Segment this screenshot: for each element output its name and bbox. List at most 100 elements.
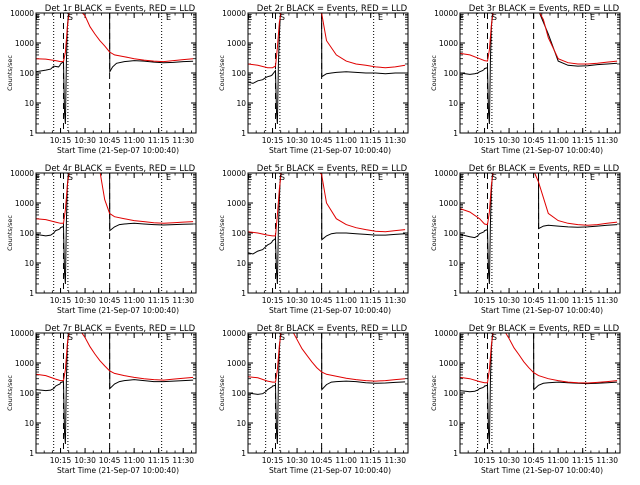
chart-title: Det 6r BLACK = Events, RED = LLD: [469, 164, 620, 174]
y-tick-label: 10000: [222, 9, 246, 18]
x-tick-label: 11:00: [335, 296, 357, 305]
y-tick-label: 10000: [10, 329, 34, 338]
event-marker-label: E: [459, 333, 464, 342]
x-tick-label: 10:30: [286, 456, 308, 465]
y-tick-label: 100: [232, 69, 247, 78]
y-ticks: 1 10 100 1000 10000: [222, 169, 408, 298]
x-ticks: 10:15 10:30 10:45 11:00 11:15 11:30: [247, 173, 406, 305]
x-tick-label: 11:30: [384, 296, 406, 305]
event-marker-label: E: [378, 333, 383, 342]
x-ticks: 10:15 10:30 10:45 11:00 11:15 11:30: [459, 13, 618, 145]
plot-frame: [35, 172, 197, 294]
event-marker-label: E: [247, 173, 252, 182]
y-tick-label: 1000: [15, 359, 34, 368]
x-tick-label: 11:00: [547, 136, 569, 145]
x-axis-label: Start Time (21-Sep-07 10:00:40): [57, 306, 179, 315]
y-axis-label: Counts/sec: [218, 55, 226, 91]
chart-title: Det 3r BLACK = Events, RED = LLD: [469, 4, 620, 14]
x-tick-label: 11:00: [547, 456, 569, 465]
y-tick-label: 10000: [434, 169, 458, 178]
chart-panel-4: Det 4r BLACK = Events, RED = LLD Counts/s…: [6, 164, 197, 315]
x-tick-label: 10:30: [286, 296, 308, 305]
y-tick-label: 1000: [439, 199, 458, 208]
x-ticks: 10:15 10:30 10:45 11:00 11:15 11:30: [247, 13, 406, 145]
event-marker-label: E: [35, 333, 40, 342]
events-series-line: [36, 173, 194, 285]
x-tick-label: 10:15: [50, 456, 72, 465]
chart-title: Det 5r BLACK = Events, RED = LLD: [257, 164, 408, 174]
lld-series-line: [460, 333, 618, 384]
lld-series-line: [36, 13, 194, 63]
chart-panel-7: Det 7r BLACK = Events, RED = LLD Counts/s…: [6, 324, 197, 475]
y-tick-label: 1: [29, 129, 34, 138]
x-tick-label: 10:45: [99, 296, 121, 305]
chart-panel-3: Det 3r BLACK = Events, RED = LLD Counts/s…: [430, 4, 621, 155]
y-tick-label: 10: [24, 259, 34, 268]
plot-frame: [459, 12, 621, 134]
y-tick-label: 100: [444, 69, 459, 78]
event-marker-label: S: [280, 173, 285, 182]
x-tick-label: 10:30: [74, 136, 96, 145]
x-tick-label: 11:30: [172, 456, 194, 465]
plot-frame: [35, 12, 197, 134]
x-ticks: 10:15 10:30 10:45 11:00 11:15 11:30: [35, 173, 194, 305]
event-marker-label: S: [68, 13, 73, 22]
y-tick-label: 100: [20, 229, 35, 238]
y-tick-label: 10: [24, 99, 34, 108]
x-tick-label: 10:15: [474, 136, 496, 145]
event-marker-label: E: [247, 13, 252, 22]
x-tick-label: 11:15: [148, 136, 170, 145]
event-marker-label: E: [590, 173, 595, 182]
y-tick-label: 10: [448, 99, 458, 108]
x-tick-label: 10:30: [286, 136, 308, 145]
plot-frame: [247, 12, 409, 134]
x-tick-label: 10:30: [74, 296, 96, 305]
chart-panel-8: Det 8r BLACK = Events, RED = LLD Counts/s…: [218, 324, 409, 475]
event-marker-label: E: [378, 13, 383, 22]
y-tick-label: 1: [241, 449, 246, 458]
events-series-line: [248, 333, 406, 445]
y-tick-label: 10000: [434, 329, 458, 338]
x-tick-label: 11:15: [148, 456, 170, 465]
events-series-line: [248, 13, 406, 125]
x-tick-label: 10:30: [498, 136, 520, 145]
event-marker-label: S: [492, 173, 497, 182]
x-tick-label: 11:00: [547, 296, 569, 305]
x-tick-label: 11:15: [360, 296, 382, 305]
plot-frame: [247, 332, 409, 454]
x-tick-label: 11:30: [596, 136, 618, 145]
x-axis-label: Start Time (21-Sep-07 10:00:40): [269, 146, 391, 155]
y-tick-label: 10000: [434, 9, 458, 18]
x-tick-label: 11:15: [148, 296, 170, 305]
x-tick-label: 11:00: [123, 296, 145, 305]
y-tick-label: 10: [236, 259, 246, 268]
y-tick-label: 1000: [439, 359, 458, 368]
event-marker-label: S: [492, 333, 497, 342]
y-tick-label: 100: [232, 229, 247, 238]
y-tick-label: 10000: [222, 329, 246, 338]
event-marker-label: E: [590, 13, 595, 22]
chart-title: Det 9r BLACK = Events, RED = LLD: [469, 324, 620, 334]
x-tick-label: 10:15: [50, 136, 72, 145]
y-tick-label: 10000: [10, 169, 34, 178]
x-tick-label: 11:30: [172, 136, 194, 145]
event-marker-label: S: [68, 333, 73, 342]
x-tick-label: 10:15: [262, 296, 284, 305]
plot-frame: [459, 172, 621, 294]
y-tick-label: 10: [236, 419, 246, 428]
y-axis-label: Counts/sec: [218, 375, 226, 411]
chart-panel-1: Det 1r BLACK = Events, RED = LLD Counts/s…: [6, 4, 197, 155]
x-axis-label: Start Time (21-Sep-07 10:00:40): [269, 466, 391, 475]
x-axis-label: Start Time (21-Sep-07 10:00:40): [481, 146, 603, 155]
x-tick-label: 11:15: [360, 456, 382, 465]
y-tick-label: 1000: [15, 39, 34, 48]
y-tick-label: 10: [24, 419, 34, 428]
x-tick-label: 11:15: [572, 296, 594, 305]
x-axis-label: Start Time (21-Sep-07 10:00:40): [481, 466, 603, 475]
event-marker-label: E: [35, 173, 40, 182]
y-ticks: 1 10 100 1000 10000: [10, 9, 196, 138]
event-marker-label: E: [35, 13, 40, 22]
event-marker-label: E: [590, 333, 595, 342]
x-tick-label: 10:45: [523, 136, 545, 145]
